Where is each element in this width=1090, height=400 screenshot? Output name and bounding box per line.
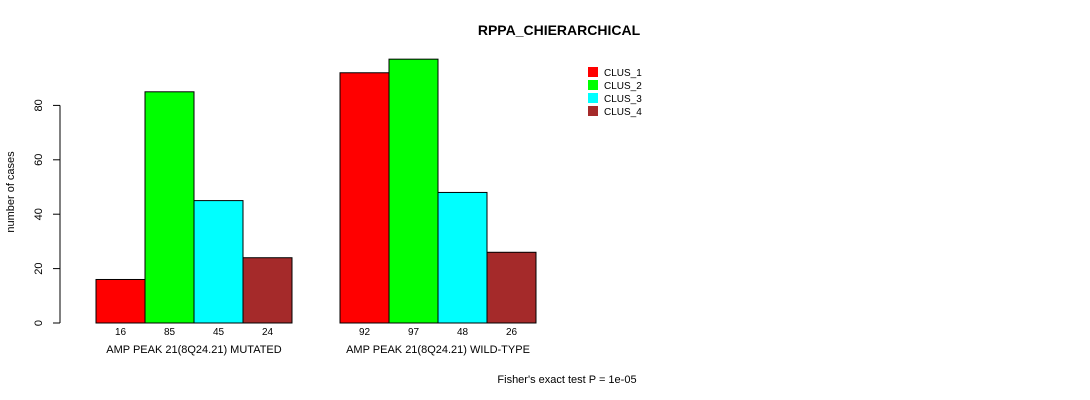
bar-clus-2 [144,91,195,324]
group-label: AMP PEAK 21(8Q24.21) MUTATED [106,344,282,356]
bar-count-label: 97 [408,327,420,338]
legend: CLUS_1 CLUS_2 CLUS_3 CLUS_4 [588,67,642,118]
bar-count-label: 45 [213,327,225,338]
bar-clus-4 [486,251,537,324]
bar-clus-3 [193,200,244,324]
bars: 16 85 45 24 92 97 48 26 [95,58,537,338]
group-label: AMP PEAK 21(8Q24.21) WILD-TYPE [346,344,530,356]
legend-swatch [588,93,598,103]
legend-label: CLUS_1 [604,68,642,79]
bar-clus-2 [388,58,439,324]
bar-count-label: 24 [262,327,274,338]
bar-count-label: 85 [164,327,176,338]
y-axis: 0 20 40 60 80 [33,99,61,326]
legend-swatch [588,106,598,116]
legend-label: CLUS_3 [604,94,642,105]
y-tick-label: 80 [33,99,45,111]
bar-count-label: 92 [359,327,371,338]
bar-clus-4 [242,257,293,324]
legend-swatch [588,80,598,90]
bar-clus-1 [339,72,390,324]
y-tick-label: 60 [33,154,45,166]
bar-count-label: 48 [457,327,469,338]
bar-clus-3 [437,191,488,324]
y-tick-label: 20 [33,262,45,274]
y-axis-label: number of cases [5,151,17,233]
fisher-test-note: Fisher's exact test P = 1e-05 [497,374,636,386]
group-labels: AMP PEAK 21(8Q24.21) MUTATED AMP PEAK 21(… [106,344,530,356]
y-tick-label: 0 [33,320,45,326]
legend-label: CLUS_2 [604,81,642,92]
legend-label: CLUS_4 [604,107,642,118]
legend-swatch [588,67,598,77]
chart-title: RPPA_CHIERARCHICAL [478,22,641,38]
y-tick-label: 40 [33,208,45,220]
bar-count-label: 26 [506,327,518,338]
bar-clus-1 [95,278,146,324]
bar-count-label: 16 [115,327,127,338]
